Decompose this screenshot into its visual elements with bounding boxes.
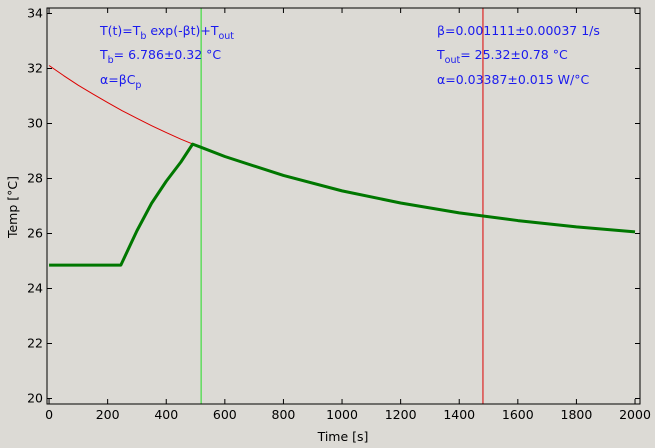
annotation: T(t)=Tb exp(-βt)+Tout: [99, 23, 234, 42]
y-tick-label: 32: [27, 61, 43, 76]
y-tick-label: 20: [27, 391, 43, 406]
annotation-subscript: p: [135, 80, 141, 91]
x-tick-label: 2000: [619, 407, 651, 422]
x-axis-label: Time [s]: [317, 429, 369, 444]
x-tick-label: 1600: [502, 407, 534, 422]
x-tick-label: 1800: [561, 407, 593, 422]
y-tick-label: 26: [27, 226, 43, 241]
annotation: α=0.03387±0.015 W/°C: [437, 72, 589, 87]
x-tick-label: 600: [213, 407, 237, 422]
x-tick-label: 0: [45, 407, 53, 422]
annotation-text: β=0.001111±0.00037 1/s: [437, 23, 600, 38]
plot-frame: [46, 7, 641, 405]
data-line: [48, 65, 196, 146]
y-tick-label: 30: [27, 116, 43, 131]
x-tick-label: 200: [96, 407, 120, 422]
y-tick-label: 34: [27, 6, 43, 21]
annotation-text: T: [436, 47, 445, 62]
annotation-text: α=0.03387±0.015 W/°C: [437, 72, 589, 87]
y-tick-label: 24: [27, 281, 43, 296]
x-tick-label: 1400: [443, 407, 475, 422]
y-tick-label: 28: [27, 171, 43, 186]
annotation: α=βCp: [100, 72, 141, 91]
annotation-text: T(t)=T: [99, 23, 141, 38]
annotation-text: α=βC: [100, 72, 136, 87]
annotation-text: = 25.32±0.78 °C: [460, 47, 568, 62]
data-line: [49, 142, 636, 267]
annotation: β=0.001111±0.00037 1/s: [437, 23, 600, 38]
annotation-text: = 6.786±0.32 °C: [114, 47, 222, 62]
annotation: Tb= 6.786±0.32 °C: [99, 47, 221, 66]
annotation-subscript: out: [218, 31, 234, 42]
annotation-text: T: [99, 47, 108, 62]
x-tick-label: 400: [154, 407, 178, 422]
x-tick-label: 1200: [385, 407, 417, 422]
annotation-subscript: b: [108, 55, 114, 66]
annotation: Tout= 25.32±0.78 °C: [436, 47, 568, 66]
annotation-subscript: b: [140, 31, 146, 42]
y-tick-label: 22: [27, 336, 43, 351]
annotation-subscript: out: [445, 55, 461, 66]
y-axis-label: Temp [°C]: [5, 176, 20, 239]
annotation-text: exp(-βt)+T: [146, 23, 218, 38]
x-tick-label: 800: [272, 407, 296, 422]
x-tick-label: 1000: [326, 407, 358, 422]
